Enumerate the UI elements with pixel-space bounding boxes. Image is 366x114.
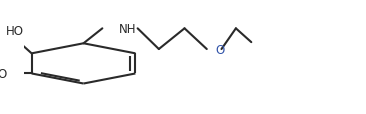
Text: O: O [0,67,6,80]
Text: NH: NH [119,23,136,36]
Text: HO: HO [5,24,23,37]
Text: O: O [215,43,225,56]
